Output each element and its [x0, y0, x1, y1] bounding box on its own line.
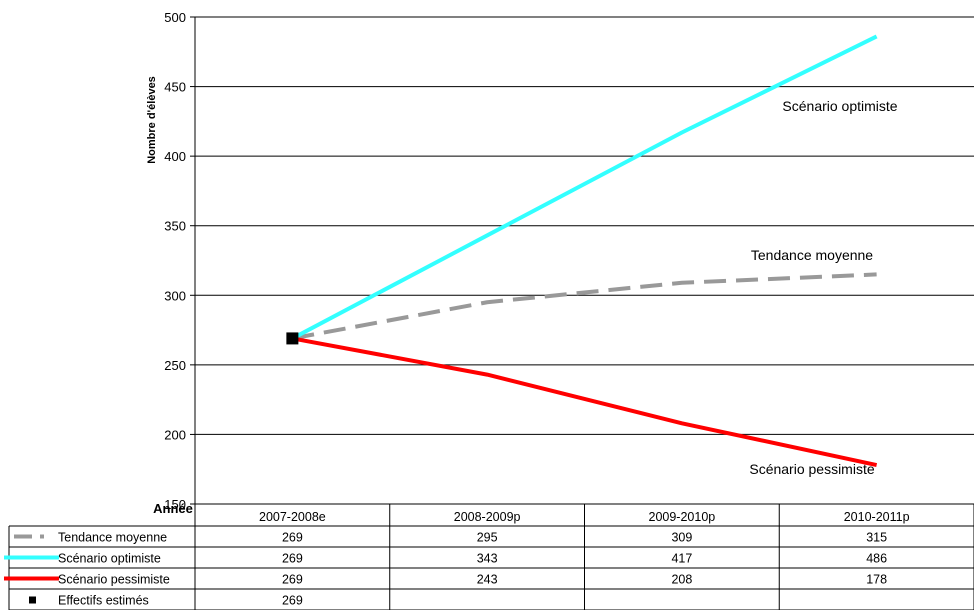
data-label-scenario-optimiste-3: 486 [866, 552, 887, 566]
y-tick-label-250: 250 [164, 358, 186, 373]
data-label-tendance-moyenne-0: 269 [282, 531, 303, 545]
y-tick-label-150: 150 [164, 497, 186, 512]
x-tick-label-2010-2011p: 2010-2011p [844, 510, 910, 524]
legend-label-scenario-optimiste: Scénario optimiste [58, 552, 161, 566]
y-tick-label-300: 300 [164, 288, 186, 303]
annotation-tendance-moyenne: Tendance moyenne [751, 247, 873, 263]
legend-label-scenario-pessimiste: Scénario pessimiste [58, 573, 170, 587]
data-label-tendance-moyenne-3: 315 [866, 531, 887, 545]
data-label-scenario-pessimiste-0: 269 [282, 573, 303, 587]
legend-label-effectifs-estimes: Effectifs estimés [58, 594, 149, 608]
y-tick-label-400: 400 [164, 149, 186, 164]
legend-label-tendance-moyenne: Tendance moyenne [58, 531, 167, 545]
data-label-scenario-pessimiste-2: 208 [671, 573, 692, 587]
legend-key-effectifs-estimes [29, 596, 36, 604]
annotation-scenario-pessimiste: Scénario pessimiste [749, 461, 874, 477]
gridlines [195, 16, 974, 435]
series-lines [286, 34, 878, 467]
data-label-tendance-moyenne-1: 295 [477, 531, 498, 545]
data-label-scenario-pessimiste-3: 178 [866, 573, 887, 587]
data-label-tendance-moyenne-2: 309 [671, 531, 692, 545]
data-label-scenario-pessimiste-1: 243 [477, 573, 498, 587]
y-tick-label-450: 450 [164, 80, 186, 95]
series-line-scenario-optimiste [291, 34, 878, 341]
y-axis-title: Nombre d'élèves [146, 76, 158, 164]
data-label-effectifs-estimes-0: 269 [282, 594, 303, 608]
series-line-tendance-moyenne [292, 272, 877, 341]
data-label-scenario-optimiste-0: 269 [282, 552, 303, 566]
x-tick-label-2009-2010p: 2009-2010p [649, 510, 716, 524]
data-label-scenario-optimiste-1: 343 [477, 552, 498, 566]
marker-effectifs-estimes-0 [286, 332, 299, 345]
annotation-scenario-optimiste: Scénario optimiste [782, 98, 897, 114]
data-table: 2007-2008e 2008-2009p 2009-2010p 2010-2011p… [4, 503, 974, 610]
x-tick-label-2007-2008e: 2007-2008e [259, 510, 326, 524]
y-tick-label-200: 200 [164, 427, 186, 442]
y-tick-label-500: 500 [164, 10, 186, 25]
y-axis: 150 200 250 300 350 400 450 500 [164, 10, 196, 512]
series-annotations: Scénario optimiste Tendance moyenne Scénar… [749, 98, 897, 477]
x-tick-label-2008-2009p: 2008-2009p [454, 510, 521, 524]
series-line-scenario-pessimiste [292, 336, 878, 467]
y-tick-label-350: 350 [164, 219, 186, 234]
x-axis-title: Année [153, 501, 193, 516]
data-label-scenario-optimiste-2: 417 [671, 552, 692, 566]
